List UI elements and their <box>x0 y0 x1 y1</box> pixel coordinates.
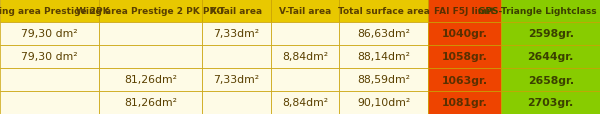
Bar <box>202 46 271 68</box>
Text: Wing area Prestige 2 PK PRO: Wing area Prestige 2 PK PRO <box>76 7 224 16</box>
Text: 1058gr.: 1058gr. <box>442 52 488 62</box>
Text: 81,26dm²: 81,26dm² <box>124 98 177 108</box>
Bar <box>271 23 339 46</box>
Text: 2703gr.: 2703gr. <box>527 98 574 108</box>
Bar <box>202 91 271 114</box>
Bar <box>0 0 98 23</box>
Bar <box>202 68 271 91</box>
Bar <box>428 0 502 23</box>
Text: 7,33dm²: 7,33dm² <box>214 29 260 39</box>
Bar <box>428 46 502 68</box>
Bar <box>0 46 98 68</box>
Bar <box>428 23 502 46</box>
Bar <box>271 0 339 23</box>
Text: 8,84dm²: 8,84dm² <box>282 98 328 108</box>
Bar <box>0 68 98 91</box>
Bar <box>502 23 600 46</box>
Bar <box>0 91 98 114</box>
Text: 90,10dm²: 90,10dm² <box>357 98 410 108</box>
Bar <box>339 23 428 46</box>
Bar <box>428 68 502 91</box>
Text: GPS-Triangle Lightclass limit: GPS-Triangle Lightclass limit <box>478 7 600 16</box>
Text: 81,26dm²: 81,26dm² <box>124 75 177 85</box>
Text: Total surface area: Total surface area <box>338 7 430 16</box>
Text: V-Tail area: V-Tail area <box>279 7 331 16</box>
Text: 79,30 dm²: 79,30 dm² <box>21 52 77 62</box>
Text: X-Tail area: X-Tail area <box>211 7 263 16</box>
Bar <box>339 68 428 91</box>
Text: 2644gr.: 2644gr. <box>527 52 574 62</box>
Bar <box>98 23 202 46</box>
Bar <box>502 91 600 114</box>
Text: 2598gr.: 2598gr. <box>527 29 574 39</box>
Bar <box>502 68 600 91</box>
Bar <box>98 0 202 23</box>
Text: 7,33dm²: 7,33dm² <box>214 75 260 85</box>
Text: 86,63dm²: 86,63dm² <box>357 29 410 39</box>
Text: 79,30 dm²: 79,30 dm² <box>21 29 77 39</box>
Text: 88,14dm²: 88,14dm² <box>357 52 410 62</box>
Text: 88,59dm²: 88,59dm² <box>357 75 410 85</box>
Bar <box>271 91 339 114</box>
Text: 1040gr.: 1040gr. <box>442 29 488 39</box>
Text: 1063gr.: 1063gr. <box>442 75 488 85</box>
Bar <box>98 91 202 114</box>
Text: FAI F5J limit: FAI F5J limit <box>434 7 495 16</box>
Bar <box>428 91 502 114</box>
Bar <box>339 46 428 68</box>
Bar <box>339 91 428 114</box>
Bar <box>202 0 271 23</box>
Bar <box>271 68 339 91</box>
Text: 1081gr.: 1081gr. <box>442 98 488 108</box>
Text: 2658gr.: 2658gr. <box>527 75 574 85</box>
Bar <box>271 46 339 68</box>
Bar <box>502 46 600 68</box>
Bar <box>202 23 271 46</box>
Text: 8,84dm²: 8,84dm² <box>282 52 328 62</box>
Bar <box>98 68 202 91</box>
Bar <box>98 46 202 68</box>
Bar <box>0 23 98 46</box>
Bar <box>339 0 428 23</box>
Bar <box>502 0 600 23</box>
Text: Wing area Prestige 2PK: Wing area Prestige 2PK <box>0 7 110 16</box>
